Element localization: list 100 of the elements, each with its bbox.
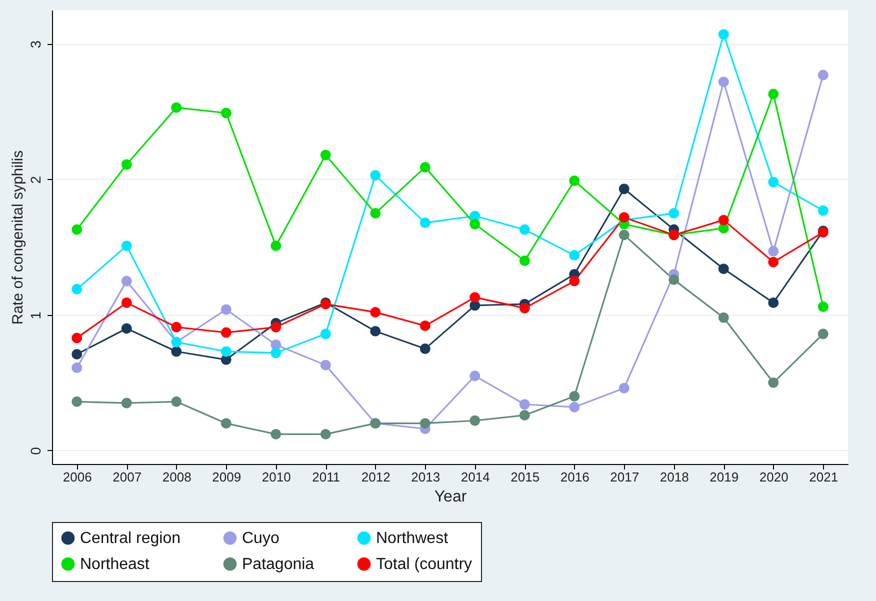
point <box>768 176 779 188</box>
x-tick-label: 2010 <box>262 470 291 484</box>
x-tick-label: 2021 <box>809 470 838 484</box>
point <box>618 184 630 194</box>
x-tick-label: 2018 <box>660 470 689 484</box>
point <box>768 297 779 308</box>
point <box>72 348 82 360</box>
point <box>768 246 779 256</box>
y-tick-label: 0 <box>28 446 44 455</box>
x-tick-label: 2017 <box>610 470 640 484</box>
x-tick-label: 2019 <box>710 470 739 484</box>
point <box>320 328 331 340</box>
point <box>270 240 282 252</box>
point <box>470 292 480 303</box>
y-tick-label: 1 <box>28 311 44 320</box>
point <box>121 297 132 308</box>
point <box>121 159 132 170</box>
x-tick-label: 2008 <box>162 470 192 484</box>
point <box>320 150 331 160</box>
point <box>519 255 530 266</box>
x-tick-label: 2014 <box>460 470 490 484</box>
point <box>569 391 580 402</box>
point <box>618 230 630 240</box>
point <box>718 264 729 274</box>
point <box>818 70 828 80</box>
point <box>420 320 430 331</box>
y-axis-title: Rate of congenital syphilis <box>10 150 26 325</box>
point <box>618 382 630 394</box>
x-axis-title: Year <box>434 488 468 506</box>
point <box>519 302 530 314</box>
point <box>320 428 331 440</box>
point <box>270 322 282 332</box>
legend-label: Total (country <box>376 556 472 573</box>
point <box>718 214 729 226</box>
point <box>370 306 381 318</box>
point <box>121 323 132 334</box>
point <box>121 276 132 286</box>
point <box>121 240 132 252</box>
legend-label: Northeast <box>80 556 150 573</box>
point <box>718 312 729 323</box>
point <box>519 399 530 410</box>
point <box>420 344 430 354</box>
legend-label: Cuyo <box>242 530 280 548</box>
legend-label: Patagonia <box>242 556 314 573</box>
point <box>569 276 580 286</box>
point <box>171 346 182 357</box>
point <box>72 284 82 294</box>
x-tick-label: 2013 <box>411 470 440 484</box>
point <box>470 415 480 426</box>
point <box>470 370 480 382</box>
point <box>72 332 82 344</box>
point <box>718 29 729 40</box>
point <box>72 362 82 374</box>
point <box>171 322 182 332</box>
x-tick-label: 2012 <box>361 470 390 484</box>
point <box>420 418 430 429</box>
point <box>420 162 430 172</box>
y-tick-label: 2 <box>28 176 44 184</box>
x-tick-label: 2016 <box>560 470 590 484</box>
point <box>818 302 828 312</box>
point <box>668 274 680 285</box>
point <box>370 170 381 181</box>
point <box>370 208 381 219</box>
point <box>220 418 232 429</box>
point <box>618 212 630 223</box>
point <box>72 396 82 407</box>
point <box>569 402 580 412</box>
point <box>519 224 530 235</box>
x-tick-label: 2020 <box>759 470 788 484</box>
point <box>768 256 779 268</box>
point <box>718 76 729 88</box>
point <box>72 224 82 235</box>
point <box>270 428 282 440</box>
x-tick-label: 2011 <box>312 470 340 484</box>
legend-label: Central region <box>80 530 180 548</box>
x-tick-label: 2006 <box>62 470 92 484</box>
legend-label: Northwest <box>376 530 449 548</box>
point <box>121 398 132 408</box>
point <box>220 108 232 118</box>
point <box>420 218 430 228</box>
point <box>768 88 779 100</box>
point <box>270 348 282 358</box>
point <box>370 326 381 336</box>
point <box>768 377 779 388</box>
point <box>569 250 580 261</box>
x-tick-label: 2015 <box>510 470 540 484</box>
point <box>220 304 232 315</box>
point <box>320 360 331 370</box>
point <box>220 346 232 357</box>
x-tick-label: 2007 <box>112 470 142 484</box>
point <box>171 102 182 113</box>
y-tick-label: 3 <box>28 40 44 48</box>
point <box>220 327 232 338</box>
point <box>519 410 530 420</box>
x-tick-label: 2009 <box>212 470 242 484</box>
point <box>470 218 480 230</box>
point <box>171 396 182 407</box>
point <box>818 205 828 216</box>
point <box>818 328 828 340</box>
point <box>569 176 580 186</box>
